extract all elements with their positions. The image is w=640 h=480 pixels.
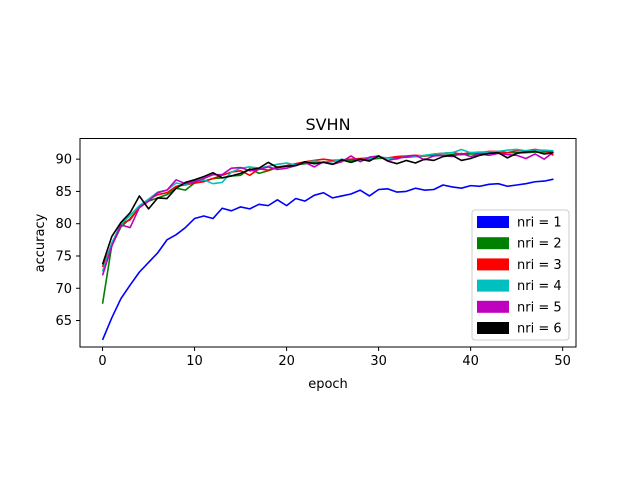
series-line-6 xyxy=(101,150,554,265)
y-tick-label: 65 xyxy=(55,314,72,329)
legend-label-6: nri = 6 xyxy=(517,322,562,337)
legend-swatch-1 xyxy=(477,216,509,228)
legend-swatch-3 xyxy=(477,258,509,271)
x-tick-label: 0 xyxy=(98,354,106,369)
legend-swatch-5 xyxy=(477,300,509,313)
y-tick-label: 70 xyxy=(55,282,72,297)
legend-swatch-2 xyxy=(477,237,509,250)
x-tick-label: 20 xyxy=(278,354,295,369)
y-tick-label: 85 xyxy=(55,185,72,200)
series-line-1 xyxy=(101,178,554,341)
legend-label-5: nri = 5 xyxy=(517,300,562,315)
legend-label-4: nri = 4 xyxy=(517,279,562,294)
chart-title: SVHN xyxy=(305,115,350,134)
y-axis-label: accuracy xyxy=(33,213,48,272)
x-axis: 0 10 20 30 40 50 xyxy=(98,347,571,369)
x-tick-label: 10 xyxy=(186,354,203,369)
plot-area xyxy=(101,148,554,341)
axes-frame xyxy=(79,138,577,348)
x-tick-label: 50 xyxy=(554,354,571,369)
x-tick-label: 30 xyxy=(370,354,387,369)
legend-swatch-6 xyxy=(477,322,509,334)
y-tick-label: 75 xyxy=(55,249,72,264)
legend-label-3: nri = 3 xyxy=(517,258,562,273)
y-axis: 65 70 75 80 85 90 xyxy=(55,153,80,329)
x-axis-label: epoch xyxy=(308,377,348,392)
y-tick-label: 90 xyxy=(55,153,72,168)
legend-swatch-4 xyxy=(477,279,509,292)
legend-label-1: nri = 1 xyxy=(517,216,562,231)
y-tick-label: 80 xyxy=(55,217,72,232)
legend-label-2: nri = 2 xyxy=(517,237,562,252)
legend: nri = 1 nri = 2 nri = 3 nri = 4 nri = 5 nri =… xyxy=(471,209,570,341)
series-line-4 xyxy=(101,148,554,272)
x-tick-label: 40 xyxy=(462,354,479,369)
